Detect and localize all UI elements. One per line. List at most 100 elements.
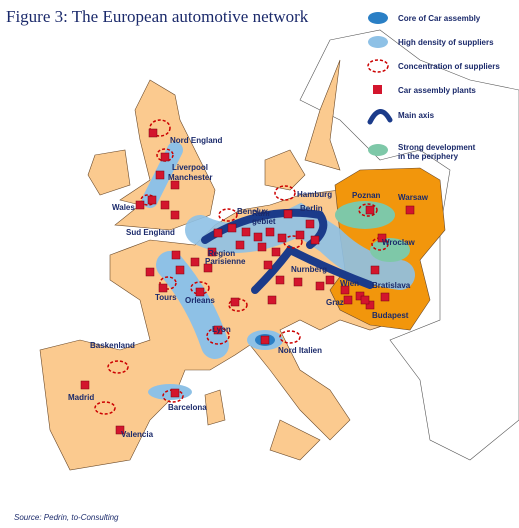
assembly-plant <box>230 297 240 307</box>
assembly-plant <box>213 325 223 335</box>
assembly-plant <box>160 152 170 162</box>
place-label: Valencia <box>121 430 154 439</box>
assembly-plant <box>190 257 200 267</box>
place-label: Nord Italien <box>278 346 322 355</box>
title: Figure 3: The European automotive networ… <box>6 7 309 26</box>
assembly-plant <box>155 170 165 180</box>
legend-icon <box>368 144 388 156</box>
assembly-plant <box>277 233 287 243</box>
place-label: Nord England <box>170 136 223 145</box>
assembly-plant <box>305 219 315 229</box>
supplier-ring <box>218 208 238 222</box>
assembly-plant <box>340 285 350 295</box>
place-label: Bratislava <box>372 281 411 290</box>
assembly-plant <box>260 335 270 345</box>
place-label: Budapest <box>372 311 409 320</box>
assembly-plant <box>195 287 205 297</box>
assembly-plant <box>160 200 170 210</box>
place-label: Berlin <box>300 204 323 213</box>
assembly-plant <box>145 267 155 277</box>
assembly-plant <box>203 263 213 273</box>
assembly-plant <box>343 295 353 305</box>
assembly-plant <box>241 227 251 237</box>
legend-icon <box>368 36 388 48</box>
assembly-plant <box>295 230 305 240</box>
assembly-plant <box>170 388 180 398</box>
features <box>80 119 415 435</box>
place-label: Ruhr <box>252 209 271 218</box>
assembly-plant <box>283 209 293 219</box>
legend-label: Concentration of suppliers <box>398 62 500 71</box>
place-label: Warsaw <box>398 193 429 202</box>
assembly-plant <box>365 300 375 310</box>
supplier-ring <box>358 203 378 217</box>
assembly-plant <box>257 242 267 252</box>
assembly-plant <box>293 277 303 287</box>
legend-label: in the periphery <box>398 152 459 161</box>
legend-label: Main axis <box>398 111 435 120</box>
assembly-plant <box>315 281 325 291</box>
assembly-plant <box>325 275 335 285</box>
assembly-plant <box>365 205 375 215</box>
assembly-plant <box>135 200 145 210</box>
assembly-plant <box>207 247 217 257</box>
supplier-ring <box>279 330 301 344</box>
assembly-plant <box>80 380 90 390</box>
place-label: Graz <box>326 298 344 307</box>
assembly-plant <box>271 247 281 257</box>
assembly-plant <box>213 228 223 238</box>
assembly-plant <box>171 250 181 260</box>
place-label: Parisienne <box>205 257 246 266</box>
legend-icon <box>367 109 393 125</box>
place-label: Benelux <box>237 207 269 216</box>
supplier-ring <box>206 327 230 345</box>
assembly-plant <box>175 265 185 275</box>
assembly-plant <box>405 205 415 215</box>
assembly-plant <box>263 260 273 270</box>
place-label: Region <box>208 249 235 258</box>
assembly-plant <box>360 295 370 305</box>
place-label: Lyon <box>212 325 231 334</box>
place-label: Wroclaw <box>382 238 416 247</box>
assembly-plant <box>370 265 380 275</box>
assembly-plant <box>158 283 168 293</box>
supplier-ring <box>274 185 296 201</box>
legend-label: Strong development <box>398 143 476 152</box>
legend-label: Car assembly plants <box>398 86 476 95</box>
legend-label: Core of Car assembly <box>398 14 481 23</box>
place-label: Poznan <box>352 191 381 200</box>
assembly-plant <box>265 227 275 237</box>
assembly-plant <box>377 233 387 243</box>
assembly-plant <box>310 235 320 245</box>
assembly-plant <box>253 232 263 242</box>
legend-icon <box>367 59 389 73</box>
supplier-ring <box>283 235 303 249</box>
place-label: Liverpool <box>172 163 208 172</box>
place-label: gebiet <box>252 217 276 226</box>
place-label: Orleans <box>185 296 215 305</box>
place-label: Baskenland <box>90 341 135 350</box>
place-label: Barcelona <box>168 403 207 412</box>
supplier-ring <box>107 360 129 374</box>
assembly-plant <box>267 295 277 305</box>
supplier-ring <box>94 401 116 415</box>
legend: Core of Car assembly High density of sup… <box>367 12 500 161</box>
place-label: Wien <box>340 279 359 288</box>
supplier-ring <box>149 119 171 137</box>
legend-icon <box>368 12 388 24</box>
assembly-plant <box>275 275 285 285</box>
assembly-plant <box>170 210 180 220</box>
assembly-plant <box>170 180 180 190</box>
legend-icon <box>373 85 382 94</box>
place-label: Manchester <box>168 173 212 182</box>
place-label: Tours <box>155 293 177 302</box>
assembly-plant <box>235 240 245 250</box>
assembly-plant <box>147 195 157 205</box>
source: Source: Pedrin, to-Consulting <box>14 513 119 522</box>
supplier-ring <box>159 276 177 290</box>
place-label: Hamburg <box>297 190 332 199</box>
place-label: Sud England <box>126 228 175 237</box>
assembly-plant <box>380 292 390 302</box>
